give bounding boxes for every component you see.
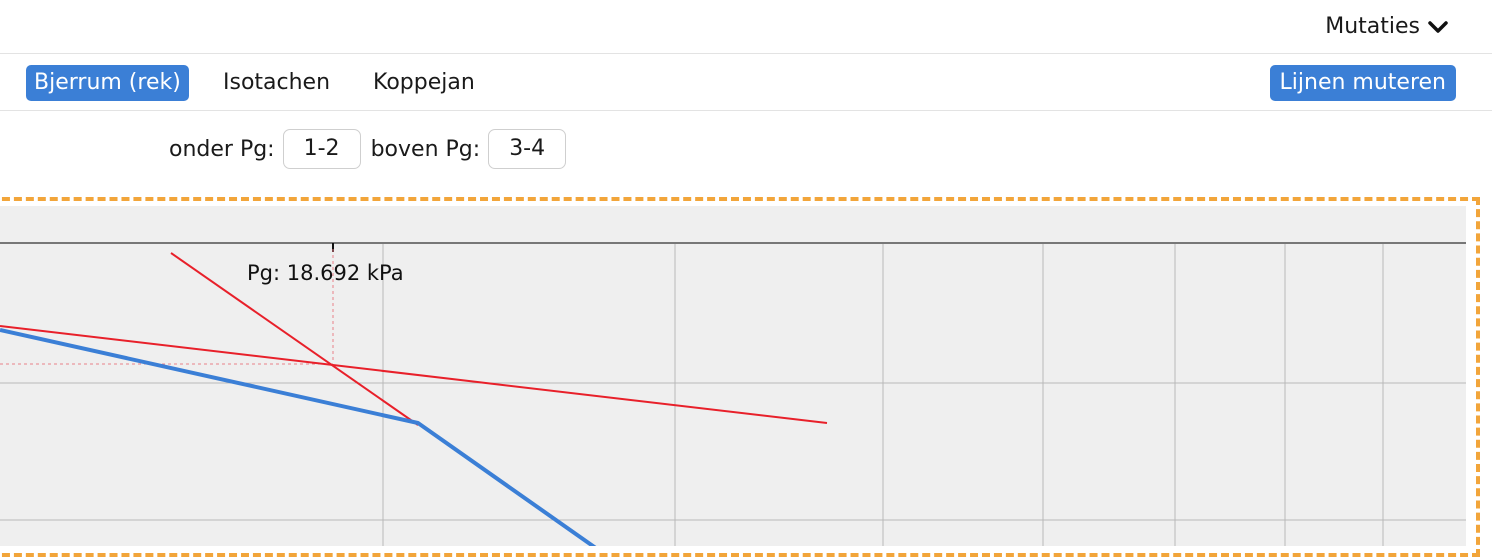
chart-plot-area — [0, 206, 1466, 546]
method-tab-bar: Bjerrum (rek) Isotachen Koppejan Lijnen … — [0, 54, 1492, 111]
tab-isotachen[interactable]: Isotachen — [223, 70, 331, 95]
compression-chart[interactable]: Pg: 18.692 kPa — [0, 201, 1472, 546]
mutate-lines-button[interactable]: Lijnen muteren — [1269, 65, 1456, 101]
tab-koppejan[interactable]: Koppejan — [373, 70, 475, 95]
above-pg-field[interactable]: 3-4 — [488, 129, 567, 169]
mutaties-dropdown[interactable]: Mutaties — [1325, 14, 1448, 39]
pg-selection-row: onder Pg: 1-2 boven Pg: 3-4 — [169, 128, 576, 170]
mutaties-label: Mutaties — [1325, 14, 1420, 39]
below-pg-field[interactable]: 1-2 — [282, 129, 361, 169]
pg-annotation: Pg: 18.692 kPa — [247, 261, 404, 285]
top-bar: Mutaties — [0, 0, 1492, 54]
fit-line-below-pg — [0, 325, 828, 424]
measured-series-line — [0, 328, 597, 546]
above-pg-label: boven Pg: — [370, 136, 481, 162]
tab-bjerrum[interactable]: Bjerrum (rek) — [26, 65, 189, 101]
chevron-down-icon — [1428, 20, 1448, 33]
below-pg-label: onder Pg: — [169, 136, 275, 162]
fit-line-above-pg — [170, 252, 419, 426]
